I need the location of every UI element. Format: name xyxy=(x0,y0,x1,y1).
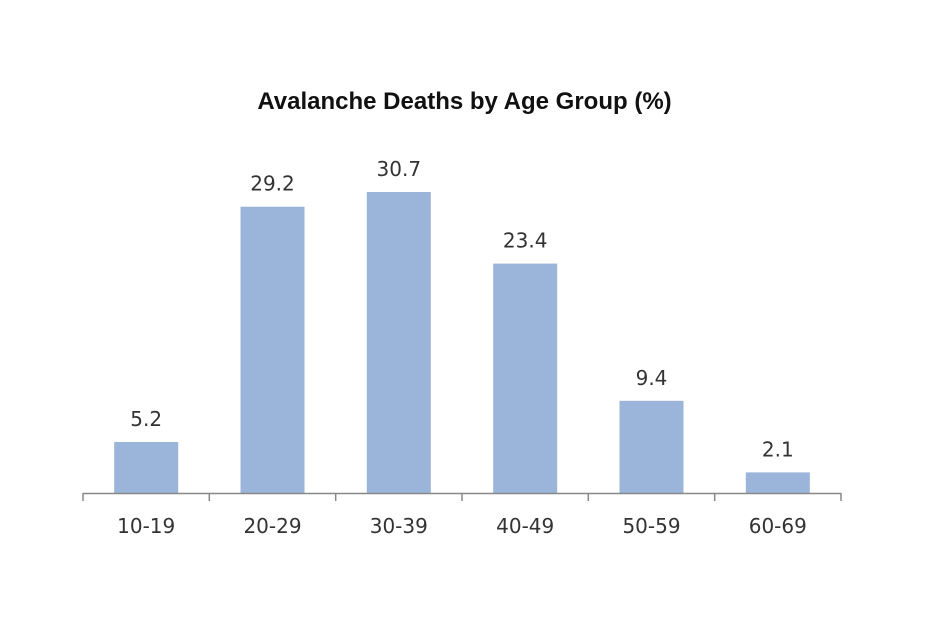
bar-20-29 xyxy=(240,206,305,493)
bar-40-49 xyxy=(493,263,558,493)
x-tick-label-30-39: 30-39 xyxy=(370,514,428,538)
bar-30-39 xyxy=(366,192,431,493)
x-tick-label-40-49: 40-49 xyxy=(496,514,554,538)
chart-title: Avalanche Deaths by Age Group (%) xyxy=(257,88,672,115)
value-label-40-49: 23.4 xyxy=(503,229,548,253)
value-label-20-29: 29.2 xyxy=(250,172,295,196)
value-label-30-39: 30.7 xyxy=(377,157,422,181)
bar-10-19 xyxy=(114,442,179,493)
x-axis xyxy=(82,492,842,501)
x-tick-label-60-69: 60-69 xyxy=(749,514,807,538)
value-labels-group: 5.2 29.2 30.7 23.4 9.4 2.1 xyxy=(130,157,793,461)
x-tick-labels-group: 10-19 20-29 30-39 40-49 50-59 60-69 xyxy=(117,514,807,538)
bar-60-69 xyxy=(745,472,810,493)
value-label-50-59: 9.4 xyxy=(636,366,668,390)
x-tick-label-20-29: 20-29 xyxy=(243,514,301,538)
bar-50-59 xyxy=(619,400,684,493)
value-label-60-69: 2.1 xyxy=(762,437,794,461)
bars-group xyxy=(114,192,810,493)
x-tick-label-10-19: 10-19 xyxy=(117,514,175,538)
value-label-10-19: 5.2 xyxy=(130,407,162,431)
x-tick-label-50-59: 50-59 xyxy=(622,514,680,538)
